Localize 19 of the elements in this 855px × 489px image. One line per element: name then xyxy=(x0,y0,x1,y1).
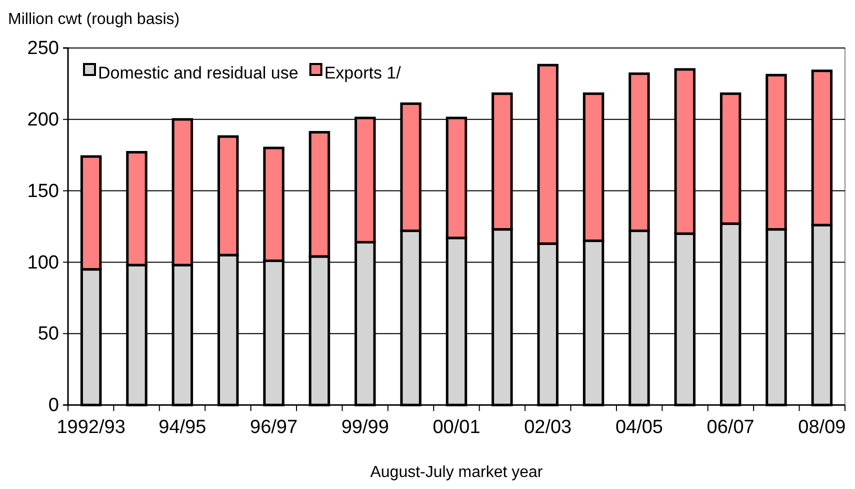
legend-label: Domestic and residual use xyxy=(98,63,298,82)
x-tick-label: 02/03 xyxy=(524,417,572,438)
x-tick-label: 04/05 xyxy=(615,417,663,438)
y-tick-label: 200 xyxy=(27,109,59,130)
y-tick-label: 50 xyxy=(38,324,59,345)
y-tick-label: 250 xyxy=(27,38,59,60)
y-tick-label: 150 xyxy=(27,180,59,202)
x-tick-label: 08/09 xyxy=(798,417,846,438)
x-tick-label: 06/07 xyxy=(706,417,754,438)
y-tick-label: 0 xyxy=(48,395,59,416)
x-tick-label: 96/97 xyxy=(250,417,298,438)
y-tick-label: 100 xyxy=(27,252,59,274)
y-axis-title: Million cwt (rough basis) xyxy=(8,11,180,28)
x-tick-label: 94/95 xyxy=(158,417,206,438)
x-tick-label: 1992/93 xyxy=(56,417,126,438)
legend-label: Exports 1/ xyxy=(324,63,402,82)
x-tick-label: 99/99 xyxy=(341,417,389,438)
x-axis-title: August-July market year xyxy=(370,464,544,481)
x-tick-label: 00/01 xyxy=(432,417,480,438)
